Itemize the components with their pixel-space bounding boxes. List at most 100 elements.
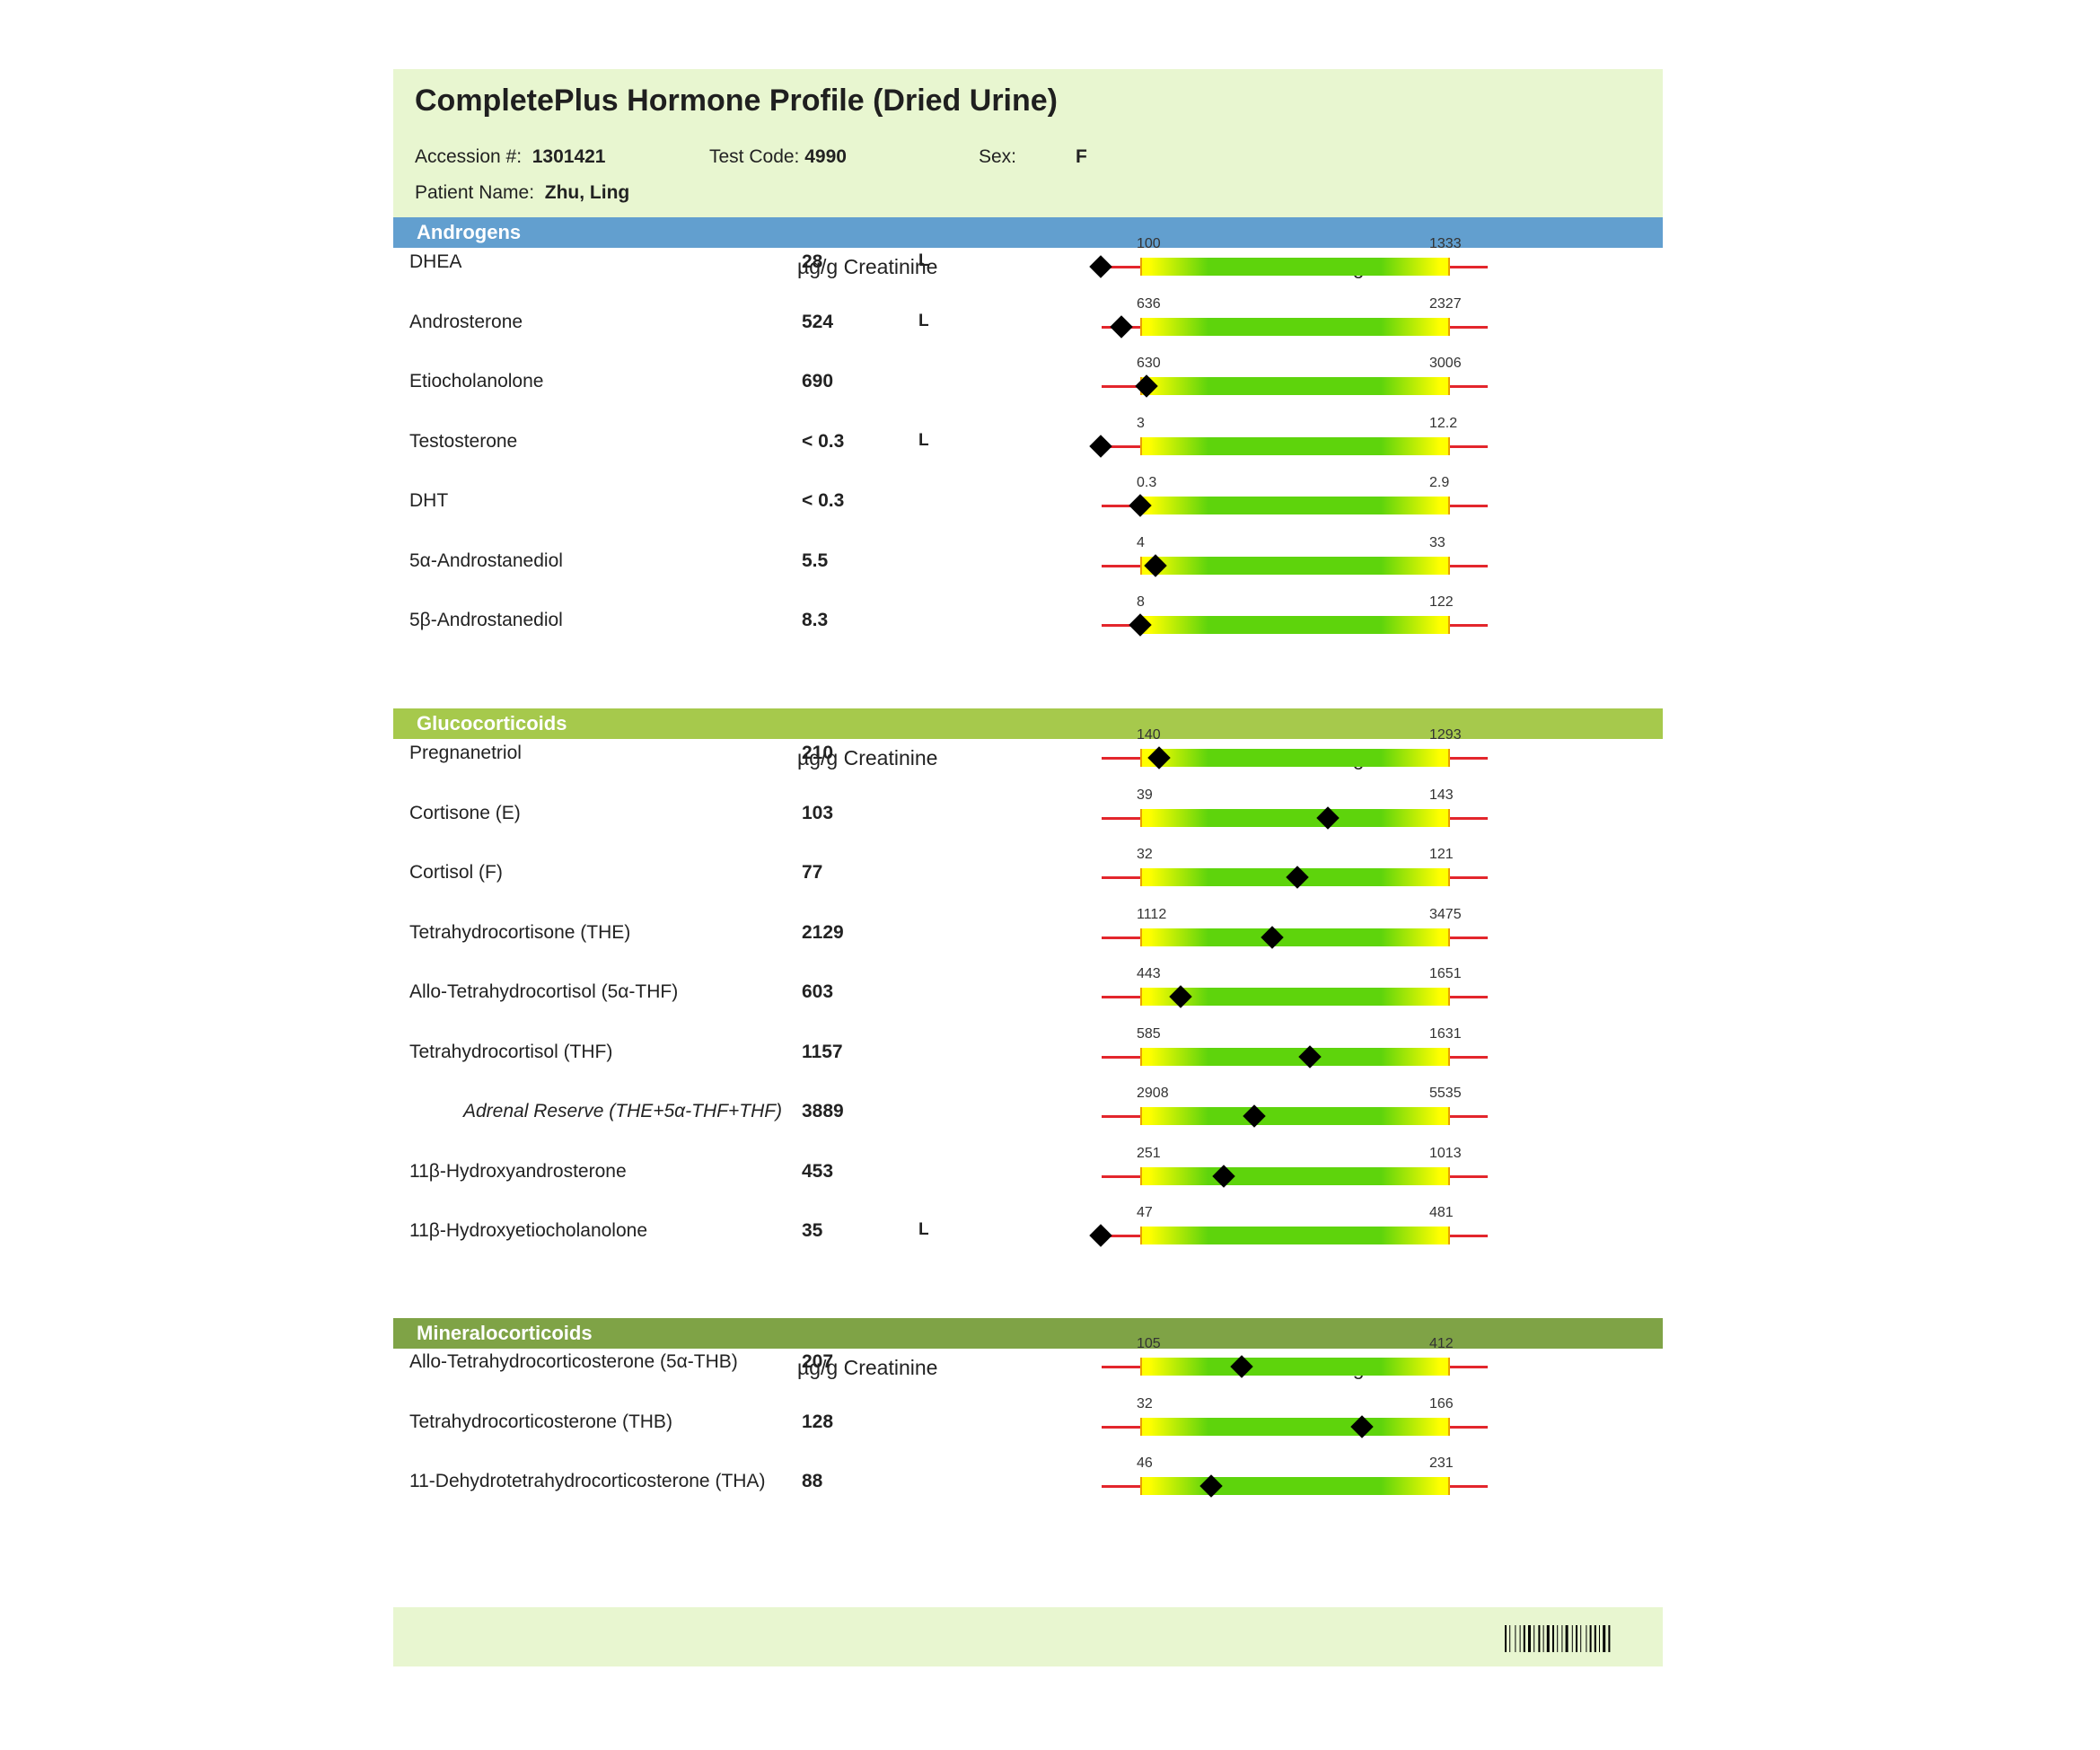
result-row: Allo-Tetrahydrocortisol (5α-THF) 603 443 16… xyxy=(393,963,1663,1023)
test-code-label: Test Code: xyxy=(709,146,800,167)
analyte-value: 88 xyxy=(802,1471,823,1491)
sex-field: Sex: xyxy=(979,146,1016,168)
analyte-name: Etiocholanolone xyxy=(409,371,544,391)
reference-range-bar xyxy=(1102,317,1488,336)
in-range-gradient xyxy=(1140,1166,1449,1185)
high-limit-tick xyxy=(1448,988,1450,1006)
low-limit-tick xyxy=(1140,258,1142,276)
accession-value: 1301421 xyxy=(532,146,606,167)
range-low-label: 1112 xyxy=(1137,906,1167,922)
range-low-label: 2908 xyxy=(1137,1086,1169,1101)
analyte-value: < 0.3 xyxy=(802,490,845,511)
range-high-label: 1013 xyxy=(1429,1145,1462,1161)
analyte-value: 77 xyxy=(802,862,823,883)
low-limit-tick xyxy=(1140,1227,1142,1244)
low-limit-tick xyxy=(1140,556,1142,575)
high-limit-tick xyxy=(1448,1227,1450,1244)
in-range-gradient xyxy=(1140,988,1449,1006)
reference-range-bar xyxy=(1102,1047,1488,1066)
range-low-label: 636 xyxy=(1137,295,1161,312)
test-code-field: Test Code: 4990 xyxy=(709,146,847,168)
result-row: Androsterone 524 L 636 2327 xyxy=(393,294,1663,353)
high-limit-tick xyxy=(1448,616,1450,634)
analyte-name: Pregnanetriol xyxy=(409,743,522,763)
analyte-name: DHEA xyxy=(409,251,462,272)
result-row: Pregnanetriol 210 140 1293 xyxy=(393,725,1663,784)
analyte-name: Cortisone (E) xyxy=(409,802,521,823)
result-row: DHEA 28 L 100 1333 xyxy=(393,233,1663,293)
range-high-label: 2.9 xyxy=(1429,475,1450,490)
analyte-name: Tetrahydrocortisone (THE) xyxy=(409,921,631,943)
analyte-name: 11-Dehydrotetrahydrocorticosterone (THA) xyxy=(409,1471,766,1491)
low-limit-tick xyxy=(1140,1166,1142,1185)
range-high-label: 12.2 xyxy=(1429,415,1458,431)
range-high-label: 2327 xyxy=(1429,295,1462,312)
low-limit-tick xyxy=(1140,868,1142,886)
analyte-name: DHT xyxy=(409,490,449,511)
range-low-label: 630 xyxy=(1137,356,1161,371)
range-high-label: 231 xyxy=(1429,1455,1454,1471)
in-range-gradient xyxy=(1140,317,1449,336)
analyte-value: 3889 xyxy=(802,1101,844,1121)
report-title: CompletePlus Hormone Profile (Dried Urin… xyxy=(415,84,1058,118)
in-range-gradient xyxy=(1140,808,1449,827)
section-header-mineralocorticoids: Mineralocorticoids xyxy=(393,1318,1663,1349)
range-low-label: 32 xyxy=(1137,847,1153,862)
sex-label: Sex: xyxy=(979,146,1017,167)
high-limit-tick xyxy=(1448,497,1450,514)
analyte-name: Androsterone xyxy=(409,311,523,332)
result-row: Tetrahydrocortisone (THE) 2129 1112 3475 xyxy=(393,904,1663,963)
range-low-label: 105 xyxy=(1137,1336,1161,1351)
sex-value: F xyxy=(1076,146,1087,167)
unit-column-header: µg/g Creatinine xyxy=(797,255,938,278)
sex-value-wrap: F xyxy=(1076,146,1087,168)
result-flag: L xyxy=(918,311,929,330)
in-range-gradient xyxy=(1140,258,1449,276)
analyte-value: 210 xyxy=(802,743,834,763)
reference-range-bar xyxy=(1102,928,1488,946)
range-high-label: 1333 xyxy=(1429,236,1462,251)
range-high-label: 412 xyxy=(1429,1336,1454,1351)
analyte-name: Tetrahydrocorticosterone (THB) xyxy=(409,1411,672,1432)
report-footer xyxy=(393,1607,1663,1666)
analyte-name: 11β-Hydroxyetiocholanolone xyxy=(409,1220,648,1241)
range-high-label: 122 xyxy=(1429,594,1454,610)
test-code-value: 4990 xyxy=(804,146,847,167)
analyte-name: Allo-Tetrahydrocortisol (5α-THF) xyxy=(409,981,679,1002)
analyte-name: 11β-Hydroxyandrosterone xyxy=(409,1160,627,1182)
patient-label: Patient Name: xyxy=(415,182,535,203)
low-limit-tick xyxy=(1140,928,1142,946)
range-low-label: 140 xyxy=(1137,727,1161,743)
reference-range-bar xyxy=(1102,497,1488,514)
in-range-gradient xyxy=(1140,497,1449,514)
low-limit-tick xyxy=(1140,1107,1142,1125)
analyte-name: 5α-Androstanediol xyxy=(409,550,563,571)
in-range-gradient xyxy=(1140,1358,1449,1376)
result-row: Allo-Tetrahydrocorticosterone (5α-THB) 20… xyxy=(393,1333,1663,1393)
section-header-androgens: Androgens xyxy=(393,217,1663,248)
analyte-value: 103 xyxy=(802,802,834,823)
high-limit-tick xyxy=(1448,377,1450,395)
high-limit-tick xyxy=(1448,928,1450,946)
barcode-icon xyxy=(1505,1625,1611,1652)
analyte-value: 1157 xyxy=(802,1041,843,1062)
range-high-label: 166 xyxy=(1429,1395,1454,1411)
range-low-label: 443 xyxy=(1137,966,1161,981)
analyte-value: 2129 xyxy=(802,921,844,943)
analyte-value: < 0.3 xyxy=(802,430,845,452)
analyte-name: Tetrahydrocortisol (THF) xyxy=(409,1041,613,1062)
result-row: Cortisone (E) 103 39 143 xyxy=(393,785,1663,844)
range-low-label: 3 xyxy=(1137,415,1145,431)
reference-range-bar xyxy=(1102,1107,1488,1125)
result-flag: L xyxy=(918,430,929,450)
reference-range-bar xyxy=(1102,1166,1488,1185)
reference-range-bar xyxy=(1102,377,1488,395)
reference-range-bar xyxy=(1102,258,1488,276)
range-low-label: 4 xyxy=(1137,534,1145,550)
analyte-value: 8.3 xyxy=(802,610,829,630)
in-range-gradient xyxy=(1140,1047,1449,1066)
range-high-label: 1651 xyxy=(1429,966,1462,981)
high-limit-tick xyxy=(1448,868,1450,886)
result-row: 11β-Hydroxyetiocholanolone 35 L 47 481 xyxy=(393,1202,1663,1262)
reference-range-bar xyxy=(1102,436,1488,455)
